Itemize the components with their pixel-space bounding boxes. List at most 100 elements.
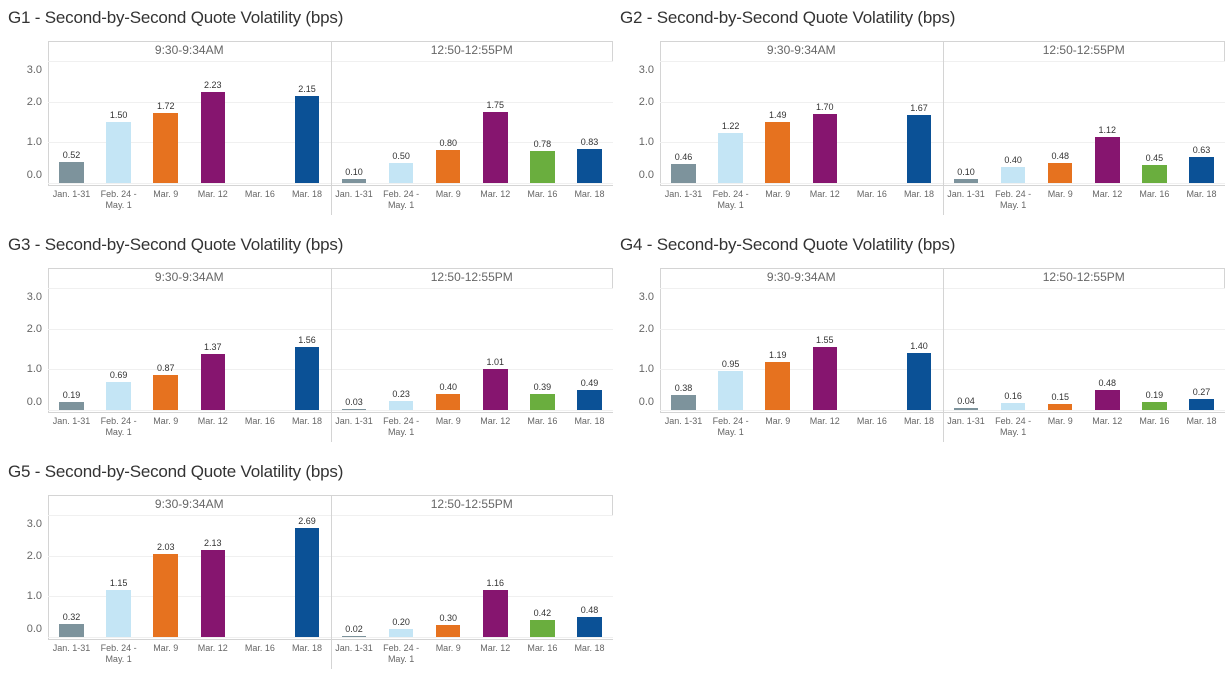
- x-tick-label: Mar. 9: [765, 416, 791, 426]
- facet-divider: [330, 41, 332, 215]
- value-label: 1.15: [109, 578, 128, 589]
- bar: [106, 590, 131, 637]
- value-label: 0.20: [392, 616, 410, 627]
- bar: [1047, 403, 1073, 410]
- value-label: 0.04: [957, 396, 975, 407]
- chart-title: G3 - Second-by-Second Quote Volatility (…: [8, 235, 344, 254]
- x-tick-label: Mar. 16: [856, 189, 887, 199]
- bar: [341, 178, 367, 183]
- chart-panel: G4 - Second-by-Second Quote Volatility (…: [620, 227, 1225, 452]
- y-tick-label: 2.0: [26, 322, 42, 335]
- value-label: 1.37: [204, 342, 222, 353]
- chart-title: G1 - Second-by-Second Quote Volatility (…: [8, 8, 344, 27]
- x-tick-label: Mar. 12: [809, 416, 840, 426]
- facet-header: 12:50-12:55PM: [430, 497, 513, 511]
- x-tick-label: Mar. 18: [903, 189, 934, 199]
- x-tick-label: Mar. 18: [1186, 416, 1217, 426]
- x-tick-label: Mar. 9: [153, 189, 179, 199]
- x-tick-label: Feb. 24 - May. 1: [383, 643, 420, 664]
- x-tick-label: Mar. 9: [435, 416, 461, 426]
- value-label: 0.42: [533, 607, 552, 618]
- chart-title: G5 - Second-by-Second Quote Volatility (…: [8, 462, 344, 481]
- bar: [671, 164, 696, 183]
- facet-header: 9:30-9:34AM: [154, 43, 224, 57]
- x-tick-label: Jan. 1-31: [52, 416, 91, 426]
- value-label: 0.40: [439, 381, 457, 392]
- chart-panel: G2 - Second-by-Second Quote Volatility (…: [620, 0, 1225, 225]
- x-tick-label: Jan. 1-31: [947, 189, 985, 199]
- x-tick-label: Feb. 24 - May. 1: [995, 416, 1032, 437]
- x-tick-label: Mar. 16: [1139, 189, 1170, 199]
- y-tick-label: 0.0: [638, 396, 654, 408]
- bar: [388, 162, 414, 183]
- value-label: 0.30: [439, 612, 457, 623]
- value-label: 0.50: [392, 150, 410, 161]
- y-tick-label: 2.0: [638, 322, 654, 335]
- x-tick-label: Mar. 18: [574, 416, 605, 426]
- y-tick-label: 0.0: [26, 396, 42, 408]
- x-tick-label: Mar. 18: [291, 643, 322, 653]
- bar: [59, 161, 84, 183]
- facet-divider: [942, 268, 944, 442]
- facet-header: 9:30-9:34AM: [154, 270, 224, 284]
- x-tick-label: Mar. 18: [291, 416, 322, 426]
- bar: [341, 636, 367, 637]
- y-tick-label: 3.0: [26, 518, 42, 530]
- bar: [906, 353, 932, 410]
- bar: [294, 346, 320, 410]
- bar: [530, 394, 555, 410]
- y-tick-label: 0.0: [26, 169, 42, 181]
- value-label: 0.95: [721, 359, 740, 370]
- value-label: 0.38: [674, 382, 693, 393]
- x-tick-label: Mar. 12: [1092, 416, 1123, 426]
- value-label: 0.32: [62, 611, 81, 622]
- bar: [106, 381, 131, 410]
- bar: [294, 95, 320, 183]
- x-tick-label: Mar. 12: [197, 189, 228, 199]
- bar: [812, 346, 838, 410]
- x-tick-label: Mar. 16: [244, 643, 275, 653]
- value-label: 0.45: [1145, 152, 1164, 163]
- x-tick-label: Mar. 9: [1047, 189, 1073, 199]
- bar: [1047, 163, 1073, 183]
- facet-header: 12:50-12:55PM: [1042, 270, 1125, 284]
- bar: [577, 617, 602, 637]
- bar: [765, 361, 790, 410]
- value-label: 1.12: [1098, 125, 1117, 136]
- bar: [388, 628, 414, 637]
- value-label: 1.67: [910, 103, 928, 114]
- x-tick-label: Jan. 1-31: [52, 643, 91, 653]
- y-tick-label: 3.0: [26, 64, 42, 76]
- facet-header: 12:50-12:55PM: [1042, 43, 1125, 57]
- bar: [435, 624, 461, 637]
- value-label: 1.70: [816, 101, 834, 112]
- bar: [59, 402, 84, 410]
- x-tick-label: Mar. 16: [244, 189, 275, 199]
- y-tick-label: 3.0: [638, 291, 654, 303]
- bar: [906, 115, 932, 183]
- value-label: 2.15: [298, 83, 316, 94]
- value-label: 1.40: [910, 341, 928, 352]
- bar: [294, 527, 320, 637]
- bar: [1000, 166, 1026, 183]
- x-tick-label: Mar. 16: [244, 416, 275, 426]
- facet-header: 9:30-9:34AM: [766, 270, 836, 284]
- value-label: 1.16: [486, 577, 505, 588]
- x-tick-label: Feb. 24 - May. 1: [100, 643, 137, 664]
- value-label: 0.02: [345, 624, 363, 635]
- x-tick-label: Mar. 16: [527, 643, 558, 653]
- chart-title: G4 - Second-by-Second Quote Volatility (…: [620, 235, 956, 254]
- x-tick-label: Mar. 9: [765, 189, 791, 199]
- chart-panel: G1 - Second-by-Second Quote Volatility (…: [8, 0, 613, 225]
- y-tick-label: 3.0: [26, 291, 42, 303]
- value-label: 0.40: [1004, 154, 1022, 165]
- y-tick-label: 2.0: [26, 549, 42, 562]
- value-label: 1.50: [109, 110, 128, 120]
- facet-header: 9:30-9:34AM: [766, 43, 836, 57]
- x-tick-label: Mar. 9: [435, 643, 461, 653]
- bar: [200, 92, 226, 183]
- x-tick-label: Jan. 1-31: [335, 643, 373, 653]
- value-label: 0.19: [1145, 390, 1164, 401]
- bar: [59, 623, 84, 637]
- value-label: 2.13: [204, 538, 222, 549]
